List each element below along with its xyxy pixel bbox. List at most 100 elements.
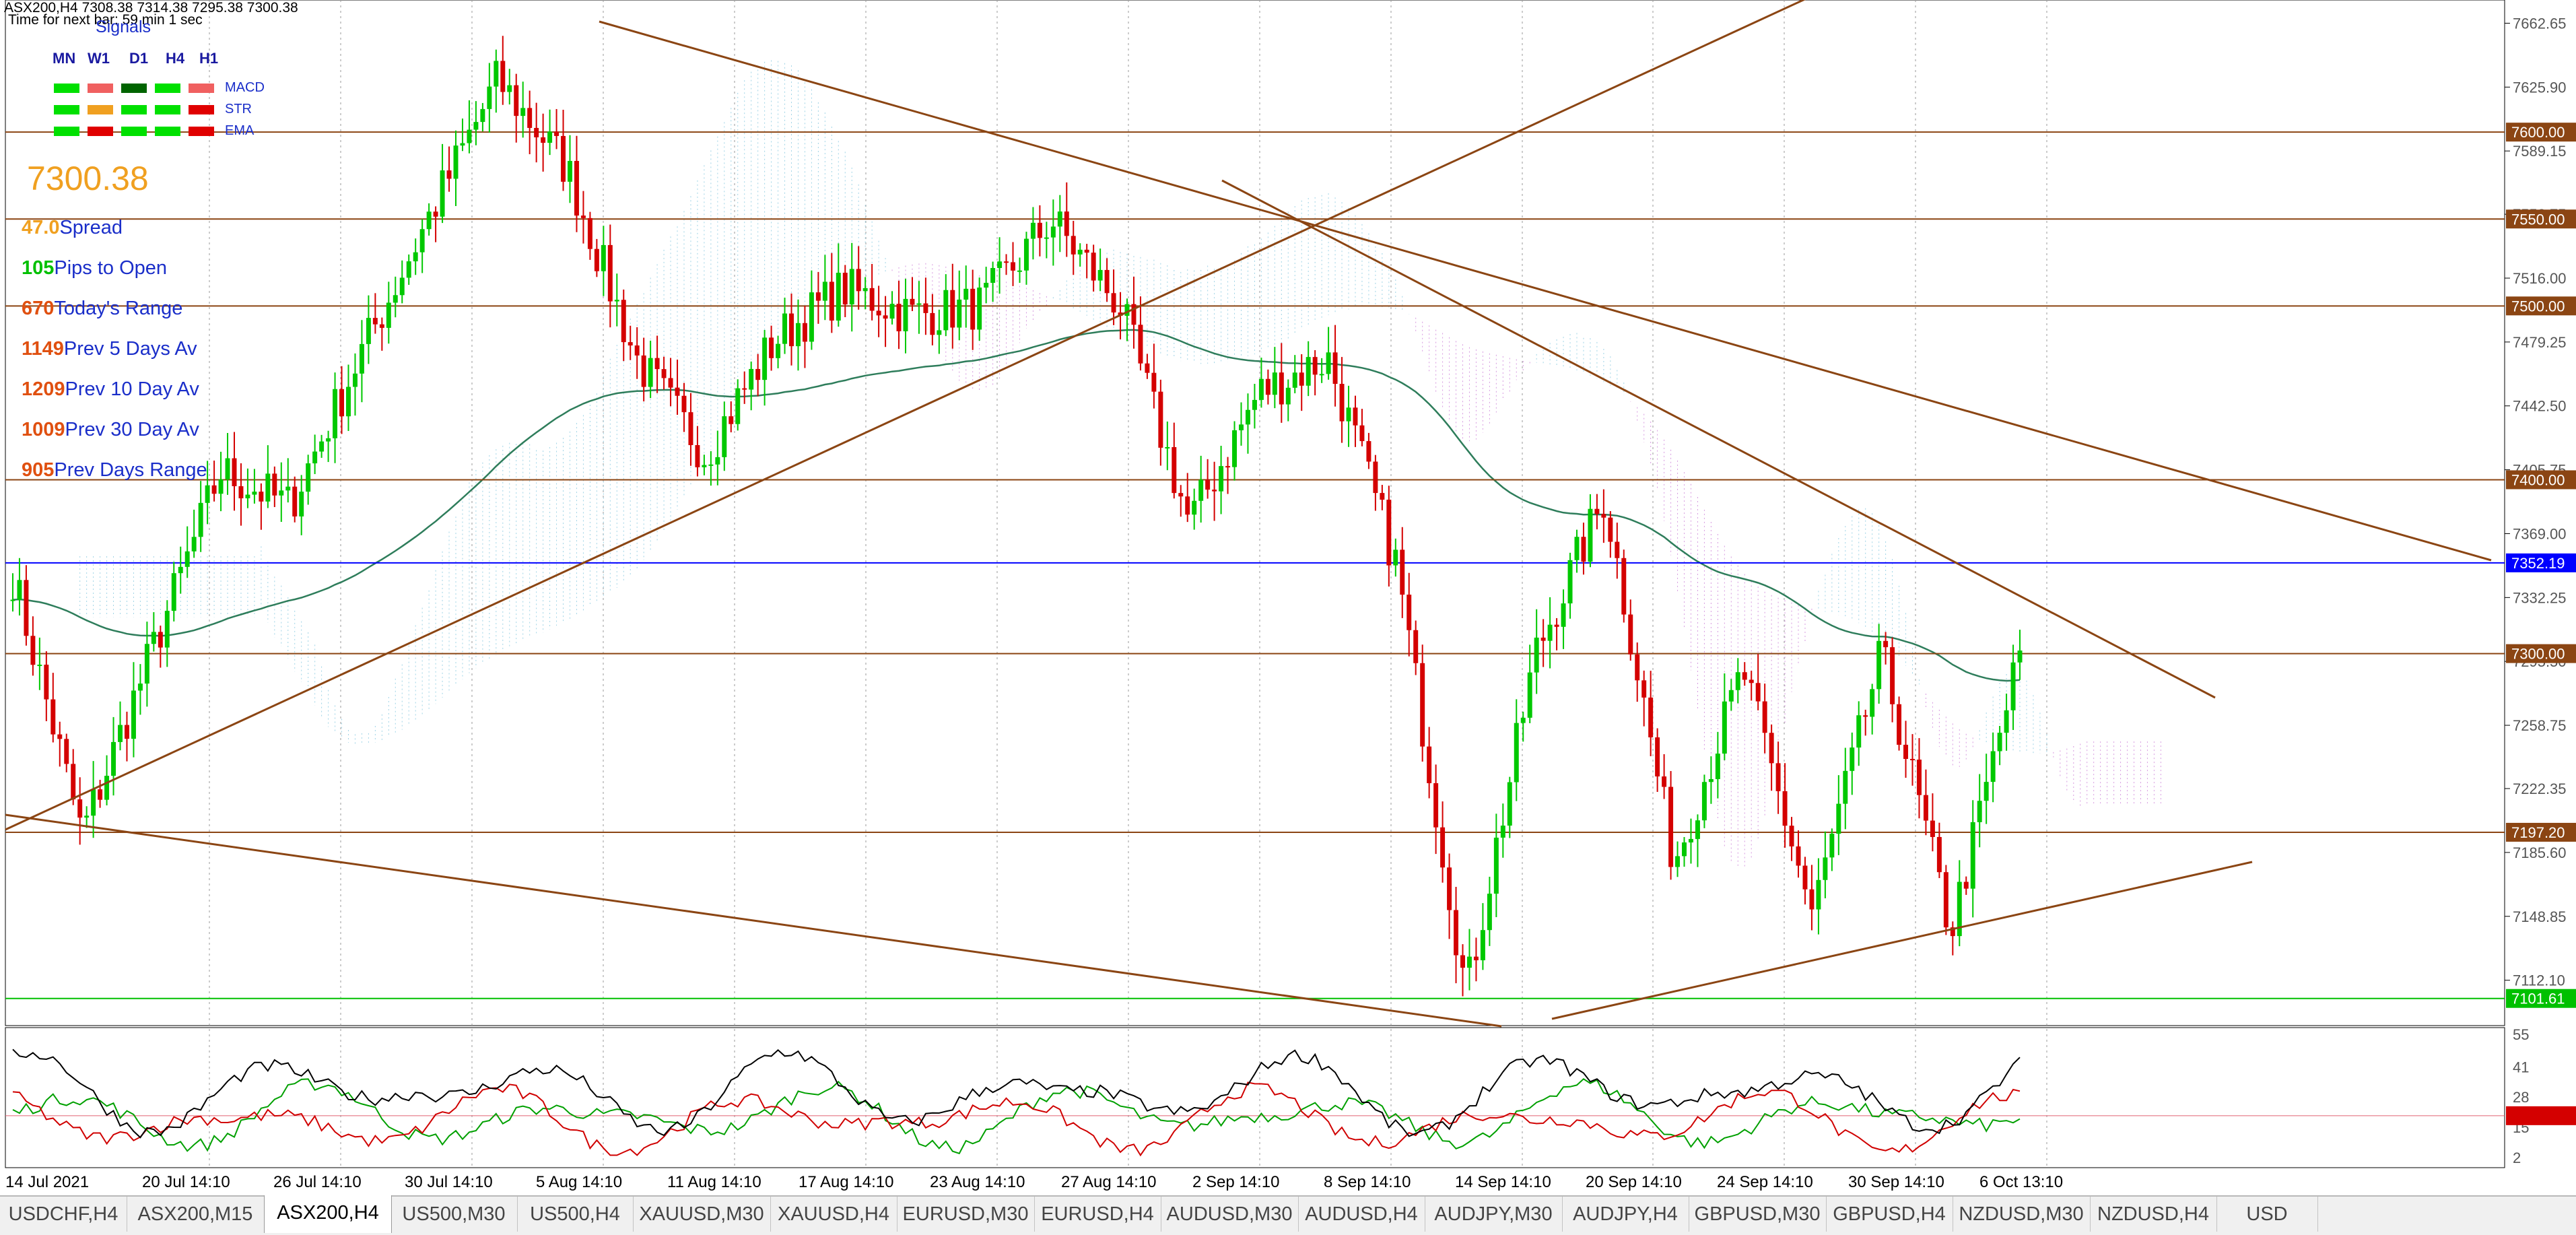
tab-nzdusd-h4[interactable]: NZDUSD,H4 (2090, 1197, 2217, 1232)
candle-body (1245, 409, 1250, 425)
tab-xauusd-h4[interactable]: XAUUSD,H4 (770, 1197, 897, 1232)
stat-label: Prev 5 Days Av (63, 338, 197, 360)
x-tick-label: 8 Sep 14:10 (1324, 1173, 1411, 1191)
tab-eurusd-h4[interactable]: EURUSD,H4 (1034, 1197, 1161, 1232)
candle-body (675, 387, 680, 396)
level-price-label: 7500.00 (2511, 298, 2565, 314)
candle-body (903, 298, 908, 331)
stat-value: 1009 (22, 419, 65, 440)
y-tick-label: 7222.35 (2513, 780, 2567, 797)
candle-body (614, 300, 619, 302)
candle-body (1628, 614, 1633, 655)
timeframe-label: H1 (199, 50, 219, 67)
candle-body (580, 215, 586, 218)
candle-body (749, 368, 754, 390)
tab-audusd-m30[interactable]: AUDUSD,M30 (1161, 1197, 1299, 1232)
stat-row: 1149Prev 5 Days Av (22, 338, 197, 360)
candle-body (1903, 744, 1909, 759)
candle-body (1755, 683, 1761, 702)
tab-audjpy-m30[interactable]: AUDJPY,M30 (1425, 1197, 1563, 1232)
candle-body (1131, 304, 1137, 325)
candle-body (1373, 461, 1378, 494)
candle-body (1520, 717, 1526, 723)
candle-body (554, 131, 560, 136)
candle-body (795, 323, 801, 347)
tab-usdchf-h4[interactable]: USDCHF,H4 (0, 1197, 127, 1232)
candle-body (1225, 466, 1231, 468)
tab-gbpusd-m30[interactable]: GBPUSD,M30 (1689, 1197, 1827, 1232)
tab-gbpusd-h4[interactable]: GBPUSD,H4 (1826, 1197, 1953, 1232)
stat-label: Prev 10 Day Av (65, 378, 199, 400)
candle-body (802, 323, 807, 342)
candle-body (1004, 261, 1009, 263)
tab-audusd-h4[interactable]: AUDUSD,H4 (1298, 1197, 1425, 1232)
candle-body (1977, 801, 1982, 822)
candle-body (413, 252, 418, 262)
tab-nzdusd-m30[interactable]: NZDUSD,M30 (1953, 1197, 2091, 1232)
candle-body (205, 485, 210, 503)
candle-body (1883, 640, 1889, 648)
candle-body (1420, 663, 1425, 747)
candle-body (1823, 857, 1828, 880)
candle-body (1124, 304, 1130, 316)
candle-body (1762, 701, 1767, 733)
candle-body (306, 463, 311, 492)
candle-body (984, 282, 989, 288)
x-tick-label: 5 Aug 14:10 (536, 1173, 622, 1191)
candle-body (1219, 466, 1224, 492)
candle-body (1789, 826, 1794, 846)
tab-eurusd-m30[interactable]: EURUSD,M30 (897, 1197, 1035, 1232)
candle-body (1393, 549, 1398, 566)
candle-body (1749, 679, 1754, 683)
candle-body (1272, 372, 1277, 395)
tab-us500-m30[interactable]: US500,M30 (391, 1197, 518, 1232)
candle-body (1950, 927, 1955, 937)
y-tick-label: 7148.85 (2513, 908, 2567, 925)
timeframe-label: D1 (129, 50, 149, 67)
candle-body (829, 281, 834, 321)
stat-row: 47.0Spread (22, 217, 123, 239)
candle-body (104, 776, 110, 800)
x-tick-label: 11 Aug 14:10 (667, 1173, 761, 1191)
candle-body (366, 318, 371, 344)
tab-usd[interactable]: USD (2216, 1197, 2318, 1232)
candle-body (1232, 430, 1238, 467)
plus-di-line (12, 1078, 2021, 1155)
candle-body (1923, 795, 1928, 821)
candle-body (1635, 654, 1640, 681)
y-tick-label: 7479.25 (2513, 334, 2567, 351)
candle-body (164, 611, 170, 648)
level-price-tag (2506, 989, 2576, 1008)
candle-body (1111, 293, 1116, 313)
x-tick-label: 2 Sep 14:10 (1192, 1173, 1279, 1191)
candle-body (238, 486, 244, 499)
candle-body (1567, 560, 1573, 604)
y-tick-label: 7258.75 (2513, 717, 2567, 734)
candle-body (1312, 357, 1318, 375)
tab-asx200-h4[interactable]: ASX200,H4 (264, 1195, 392, 1233)
candle-body (990, 267, 996, 283)
candle-body (534, 127, 539, 137)
price-chart[interactable]: 14 Jul 2021 20 Jul 14:10 26 Jul 14:10 30 Ju… (0, 0, 2576, 1195)
candle-body (98, 789, 103, 800)
signal-cell (54, 127, 79, 136)
candle-body (191, 537, 197, 552)
candle-body (688, 412, 693, 446)
candle-body (252, 492, 257, 495)
candle-body (1615, 541, 1620, 558)
candle-body (1346, 407, 1351, 422)
x-tick-label: 30 Sep 14:10 (1848, 1173, 1944, 1191)
candle-body (654, 358, 660, 370)
bar-timer: Time for next bar: 59 min 1 sec (8, 12, 203, 28)
candle-body (1097, 269, 1103, 281)
tab-audjpy-h4[interactable]: AUDJPY,H4 (1562, 1197, 1689, 1232)
candle-body (862, 288, 868, 292)
candle-body (1594, 508, 1600, 514)
tab-us500-h4[interactable]: US500,H4 (517, 1197, 634, 1232)
stat-value: 105 (22, 257, 55, 279)
tab-asx200-m15[interactable]: ASX200,M15 (127, 1197, 265, 1232)
tab-xauusd-m30[interactable]: XAUUSD,M30 (633, 1197, 771, 1232)
candle-body (198, 502, 203, 537)
level-price-label: 7550.00 (2511, 211, 2565, 228)
